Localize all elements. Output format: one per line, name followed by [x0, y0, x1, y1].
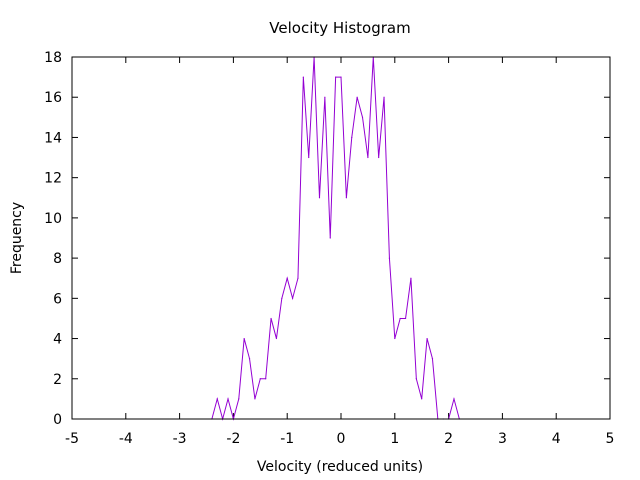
- data-point: [275, 337, 278, 340]
- x-tick-label: 1: [390, 431, 399, 447]
- y-tick-label: 2: [53, 372, 62, 388]
- x-tick-label: -3: [173, 431, 187, 447]
- chart-title: Velocity Histogram: [269, 19, 410, 37]
- data-point: [404, 317, 407, 320]
- data-point: [367, 156, 369, 159]
- data-point: [254, 398, 256, 400]
- y-tick-label: 14: [44, 130, 62, 146]
- data-point: [324, 96, 326, 98]
- data-point: [243, 337, 245, 340]
- axis-ticks: [71, 56, 611, 420]
- data-point: [238, 398, 240, 400]
- x-tick-label: 4: [552, 431, 561, 447]
- data-point: [383, 96, 385, 98]
- data-point: [259, 378, 261, 380]
- data-point: [227, 398, 229, 400]
- y-axis-label: Frequency: [9, 202, 25, 274]
- x-tick-label: 2: [444, 431, 453, 447]
- data-marks: [211, 56, 460, 421]
- data-point: [426, 337, 428, 340]
- data-point: [329, 237, 331, 239]
- x-tick-label: 5: [606, 431, 615, 447]
- data-point: [378, 156, 380, 159]
- data-point: [335, 76, 337, 78]
- data-point: [291, 297, 294, 299]
- data-point: [421, 398, 423, 400]
- y-tick-label: 4: [53, 332, 62, 348]
- y-tick-label: 10: [44, 211, 62, 227]
- x-tick-label: 3: [498, 431, 507, 447]
- plot-frame: [71, 56, 611, 420]
- data-point: [410, 277, 412, 279]
- x-tick-label: -4: [119, 431, 133, 447]
- data-point: [318, 197, 321, 199]
- data-point: [399, 317, 401, 320]
- data-point: [265, 378, 267, 380]
- data-point: [356, 96, 358, 98]
- x-tick-label: -1: [280, 431, 294, 447]
- data-point: [345, 197, 347, 199]
- data-point: [286, 277, 288, 279]
- data-point: [394, 337, 396, 340]
- x-axis-label: Velocity (reduced units): [257, 459, 423, 475]
- y-tick-label: 16: [44, 90, 62, 106]
- data-point: [302, 76, 304, 78]
- y-tick-label: 0: [53, 412, 62, 428]
- y-tick-label: 8: [53, 251, 62, 267]
- data-point: [361, 116, 364, 118]
- x-tick-label: 0: [337, 431, 346, 447]
- data-point: [248, 358, 251, 360]
- data-point: [351, 136, 353, 139]
- y-tick-label: 12: [44, 171, 62, 187]
- data-point: [297, 277, 299, 279]
- y-tick-label: 6: [53, 291, 62, 307]
- data-point: [216, 398, 218, 400]
- x-tick-label: -2: [226, 431, 240, 447]
- data-point: [281, 297, 283, 299]
- data-point: [308, 156, 310, 159]
- series-line: [211, 56, 460, 421]
- data-point: [453, 398, 455, 400]
- data-point: [415, 378, 417, 380]
- data-point: [340, 76, 342, 78]
- x-tick-label: -5: [65, 431, 79, 447]
- data-point: [388, 257, 391, 259]
- data-point: [270, 317, 272, 320]
- data-point: [431, 358, 434, 360]
- y-tick-label: 18: [44, 50, 62, 66]
